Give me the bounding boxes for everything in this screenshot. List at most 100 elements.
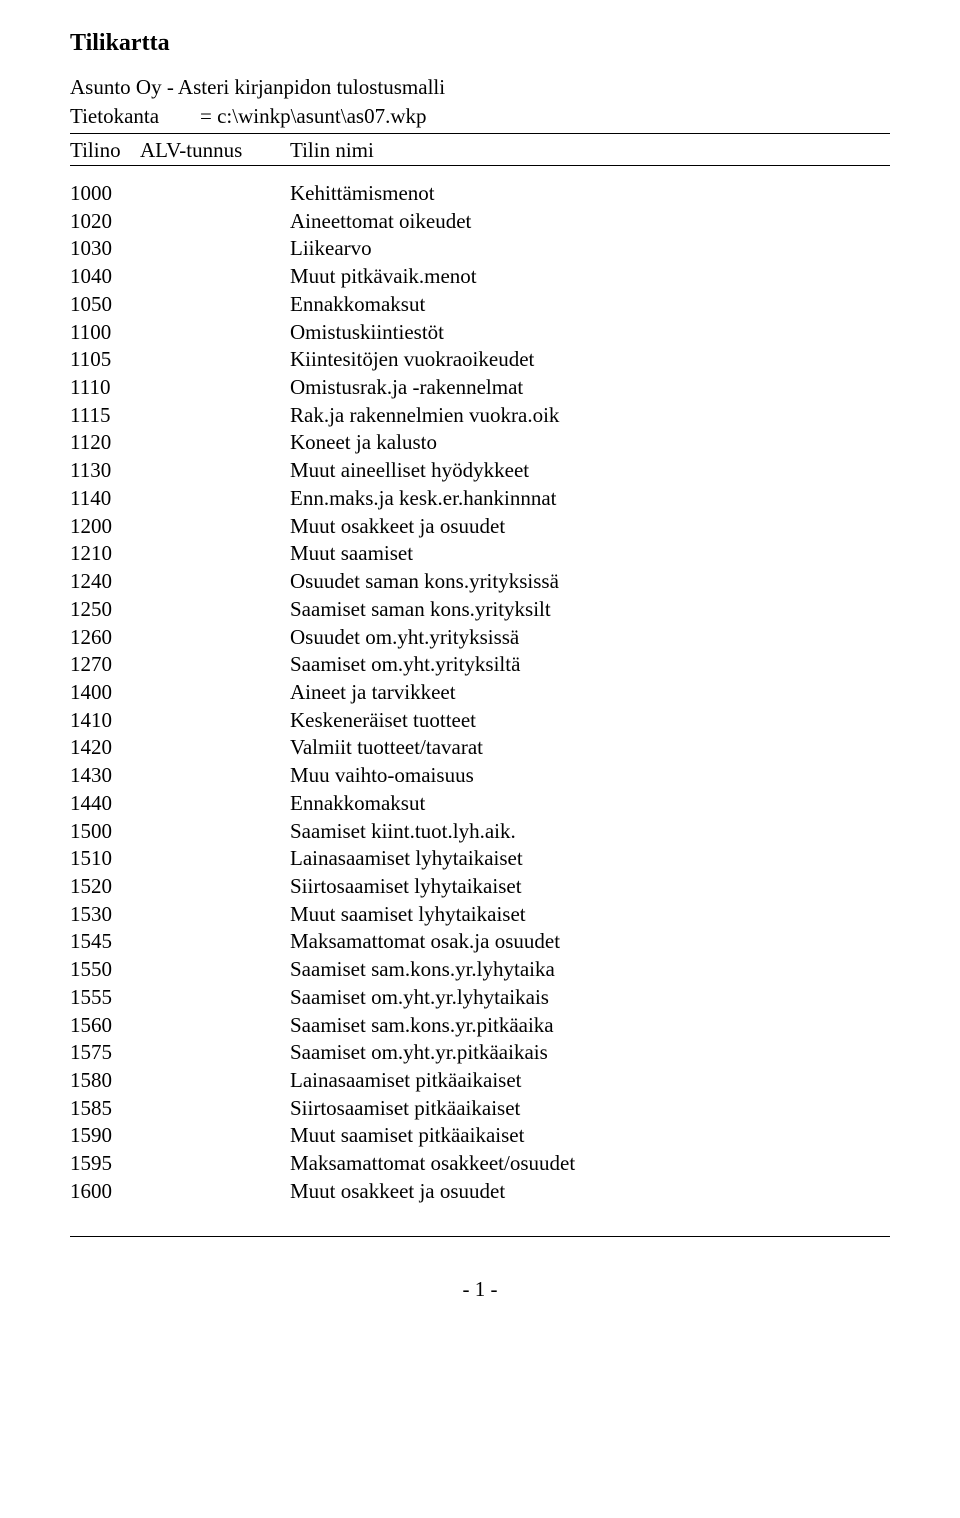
table-row: 1000 Kehittämismenot bbox=[70, 180, 890, 208]
cell-tilino: 1250 bbox=[70, 596, 140, 624]
table-row: 1050Ennakkomaksut bbox=[70, 291, 890, 319]
cell-nimi: Maksamattomat osak.ja osuudet bbox=[290, 928, 890, 956]
cell-alv bbox=[140, 346, 290, 374]
table-row: 1030Liikearvo bbox=[70, 235, 890, 263]
cell-tilino: 1120 bbox=[70, 429, 140, 457]
table-row: 1260Osuudet om.yht.yrityksissä bbox=[70, 624, 890, 652]
cell-nimi: Liikearvo bbox=[290, 235, 890, 263]
cell-tilino: 1115 bbox=[70, 402, 140, 430]
cell-nimi: Siirtosaamiset lyhytaikaiset bbox=[290, 873, 890, 901]
table-row: 1120 Koneet ja kalusto bbox=[70, 429, 890, 457]
cell-alv bbox=[140, 1067, 290, 1095]
cell-nimi: Maksamattomat osakkeet/osuudet bbox=[290, 1150, 890, 1178]
column-headers: Tilino ALV-tunnus Tilin nimi bbox=[70, 138, 890, 163]
cell-alv bbox=[140, 762, 290, 790]
cell-alv bbox=[140, 485, 290, 513]
cell-nimi: Saamiset om.yht.yr.lyhytaikais bbox=[290, 984, 890, 1012]
cell-alv bbox=[140, 402, 290, 430]
table-row: 1600 Muut osakkeet ja osuudet bbox=[70, 1178, 890, 1206]
cell-alv bbox=[140, 291, 290, 319]
table-row: 1545 Maksamattomat osak.ja osuudet bbox=[70, 928, 890, 956]
cell-alv bbox=[140, 624, 290, 652]
cell-alv bbox=[140, 790, 290, 818]
page-number: - 1 - bbox=[70, 1277, 890, 1302]
cell-alv bbox=[140, 734, 290, 762]
cell-nimi: Saamiset sam.kons.yr.pitkäaika bbox=[290, 1012, 890, 1040]
table-row: 1410 Keskeneräiset tuotteet bbox=[70, 707, 890, 735]
cell-nimi: Saamiset sam.kons.yr.lyhytaika bbox=[290, 956, 890, 984]
cell-tilino: 1575 bbox=[70, 1039, 140, 1067]
cell-nimi: Muut osakkeet ja osuudet bbox=[290, 513, 890, 541]
cell-nimi: Lainasaamiset lyhytaikaiset bbox=[290, 845, 890, 873]
cell-alv bbox=[140, 596, 290, 624]
cell-alv bbox=[140, 1178, 290, 1206]
cell-tilino: 1410 bbox=[70, 707, 140, 735]
cell-nimi: Valmiit tuotteet/tavarat bbox=[290, 734, 890, 762]
cell-alv bbox=[140, 540, 290, 568]
table-row: 1575 Saamiset om.yht.yr.pitkäaikais bbox=[70, 1039, 890, 1067]
cell-nimi: Koneet ja kalusto bbox=[290, 429, 890, 457]
cell-nimi: Kehittämismenot bbox=[290, 180, 890, 208]
table-row: 1530Muut saamiset lyhytaikaiset bbox=[70, 901, 890, 929]
cell-nimi: Saamiset om.yht.yrityksiltä bbox=[290, 651, 890, 679]
table-row: 1510Lainasaamiset lyhytaikaiset bbox=[70, 845, 890, 873]
cell-nimi: Saamiset om.yht.yr.pitkäaikais bbox=[290, 1039, 890, 1067]
table-row: 1130 Muut aineelliset hyödykkeet bbox=[70, 457, 890, 485]
table-row: 1520Siirtosaamiset lyhytaikaiset bbox=[70, 873, 890, 901]
cell-alv bbox=[140, 845, 290, 873]
cell-nimi: Muut osakkeet ja osuudet bbox=[290, 1178, 890, 1206]
cell-nimi: Ennakkomaksut bbox=[290, 291, 890, 319]
table-row: 1200Muut osakkeet ja osuudet bbox=[70, 513, 890, 541]
cell-alv bbox=[140, 984, 290, 1012]
cell-alv bbox=[140, 319, 290, 347]
cell-alv bbox=[140, 1122, 290, 1150]
cell-nimi: Muut aineelliset hyödykkeet bbox=[290, 457, 890, 485]
cell-tilino: 1270 bbox=[70, 651, 140, 679]
cell-tilino: 1500 bbox=[70, 818, 140, 846]
cell-nimi: Aineet ja tarvikkeet bbox=[290, 679, 890, 707]
table-row: 1585 Siirtosaamiset pitkäaikaiset bbox=[70, 1095, 890, 1123]
page-title: Tilikartta bbox=[70, 30, 890, 57]
table-row: 1560Saamiset sam.kons.yr.pitkäaika bbox=[70, 1012, 890, 1040]
table-row: 1430 Muu vaihto-omaisuus bbox=[70, 762, 890, 790]
cell-alv bbox=[140, 956, 290, 984]
cell-tilino: 1545 bbox=[70, 928, 140, 956]
cell-tilino: 1600 bbox=[70, 1178, 140, 1206]
cell-tilino: 1260 bbox=[70, 624, 140, 652]
cell-nimi: Muu vaihto-omaisuus bbox=[290, 762, 890, 790]
cell-tilino: 1400 bbox=[70, 679, 140, 707]
table-row: 1590Muut saamiset pitkäaikaiset bbox=[70, 1122, 890, 1150]
cell-tilino: 1585 bbox=[70, 1095, 140, 1123]
table-row: 1210Muut saamiset bbox=[70, 540, 890, 568]
cell-tilino: 1555 bbox=[70, 984, 140, 1012]
cell-tilino: 1430 bbox=[70, 762, 140, 790]
table-row: 1580Lainasaamiset pitkäaikaiset bbox=[70, 1067, 890, 1095]
cell-tilino: 1420 bbox=[70, 734, 140, 762]
header-nimi: Tilin nimi bbox=[290, 138, 890, 163]
table-row: 1140Enn.maks.ja kesk.er.hankinnnat bbox=[70, 485, 890, 513]
cell-tilino: 1100 bbox=[70, 319, 140, 347]
cell-alv bbox=[140, 679, 290, 707]
cell-nimi: Omistusrak.ja -rakennelmat bbox=[290, 374, 890, 402]
cell-tilino: 1000 bbox=[70, 180, 140, 208]
cell-alv bbox=[140, 928, 290, 956]
cell-tilino: 1240 bbox=[70, 568, 140, 596]
cell-alv bbox=[140, 513, 290, 541]
cell-nimi: Aineettomat oikeudet bbox=[290, 208, 890, 236]
separator-footer bbox=[70, 1236, 890, 1237]
table-row: 1240Osuudet saman kons.yrityksissä bbox=[70, 568, 890, 596]
page-subtitle: Asunto Oy - Asteri kirjanpidon tulostusm… bbox=[70, 75, 890, 100]
database-value: = c:\winkp\asunt\as07.wkp bbox=[200, 104, 427, 129]
cell-tilino: 1130 bbox=[70, 457, 140, 485]
cell-tilino: 1040 bbox=[70, 263, 140, 291]
table-row: 1420 Valmiit tuotteet/tavarat bbox=[70, 734, 890, 762]
cell-tilino: 1595 bbox=[70, 1150, 140, 1178]
cell-alv bbox=[140, 429, 290, 457]
cell-nimi: Saamiset kiint.tuot.lyh.aik. bbox=[290, 818, 890, 846]
cell-tilino: 1590 bbox=[70, 1122, 140, 1150]
cell-nimi: Keskeneräiset tuotteet bbox=[290, 707, 890, 735]
cell-alv bbox=[140, 1095, 290, 1123]
rows-container: 1000Kehittämismenot1020Aineettomat oikeu… bbox=[70, 180, 890, 1206]
cell-nimi: Siirtosaamiset pitkäaikaiset bbox=[290, 1095, 890, 1123]
cell-nimi: Rak.ja rakennelmien vuokra.oik bbox=[290, 402, 890, 430]
